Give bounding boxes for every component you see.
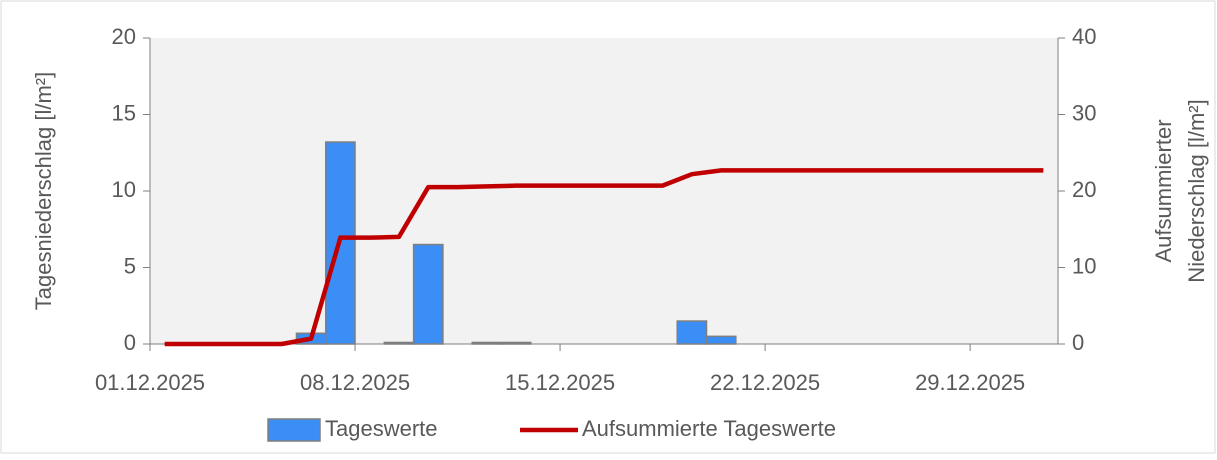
bar (676, 320, 708, 345)
legend-label: Aufsummierte Tageswerte (582, 416, 836, 441)
y2-axis-title: Niederschlag [l/m²] (1184, 99, 1209, 282)
bar (383, 341, 415, 345)
y-tick-label: 15 (112, 100, 136, 125)
x-tick-label: 01.12.2025 (95, 370, 205, 395)
bar (412, 243, 444, 345)
x-tick-label: 22.12.2025 (710, 370, 820, 395)
x-tick-label: 15.12.2025 (505, 370, 615, 395)
legend-swatch (267, 418, 321, 442)
y2-tick-label: 10 (1072, 253, 1096, 278)
y2-tick-label: 30 (1072, 100, 1096, 125)
y-tick-label: 0 (124, 330, 136, 355)
y-tick-label: 20 (112, 24, 136, 49)
y2-tick-label: 0 (1072, 330, 1084, 355)
x-tick-label: 29.12.2025 (915, 370, 1025, 395)
plot-area (150, 38, 1058, 344)
y2-tick-label: 40 (1072, 24, 1096, 49)
x-tick-label: 08.12.2025 (300, 370, 410, 395)
bar (705, 335, 737, 345)
legend-label: Tageswerte (325, 416, 438, 441)
bar (500, 341, 532, 345)
bar (471, 341, 503, 345)
line (164, 168, 1044, 347)
y-tick-label: 5 (124, 253, 136, 278)
y-axis-title: Tagesniederschlag [l/m²] (31, 72, 56, 310)
y-tick-label: 10 (112, 177, 136, 202)
y2-axis-title: Aufsummierter (1151, 119, 1176, 262)
y2-tick-label: 20 (1072, 177, 1096, 202)
